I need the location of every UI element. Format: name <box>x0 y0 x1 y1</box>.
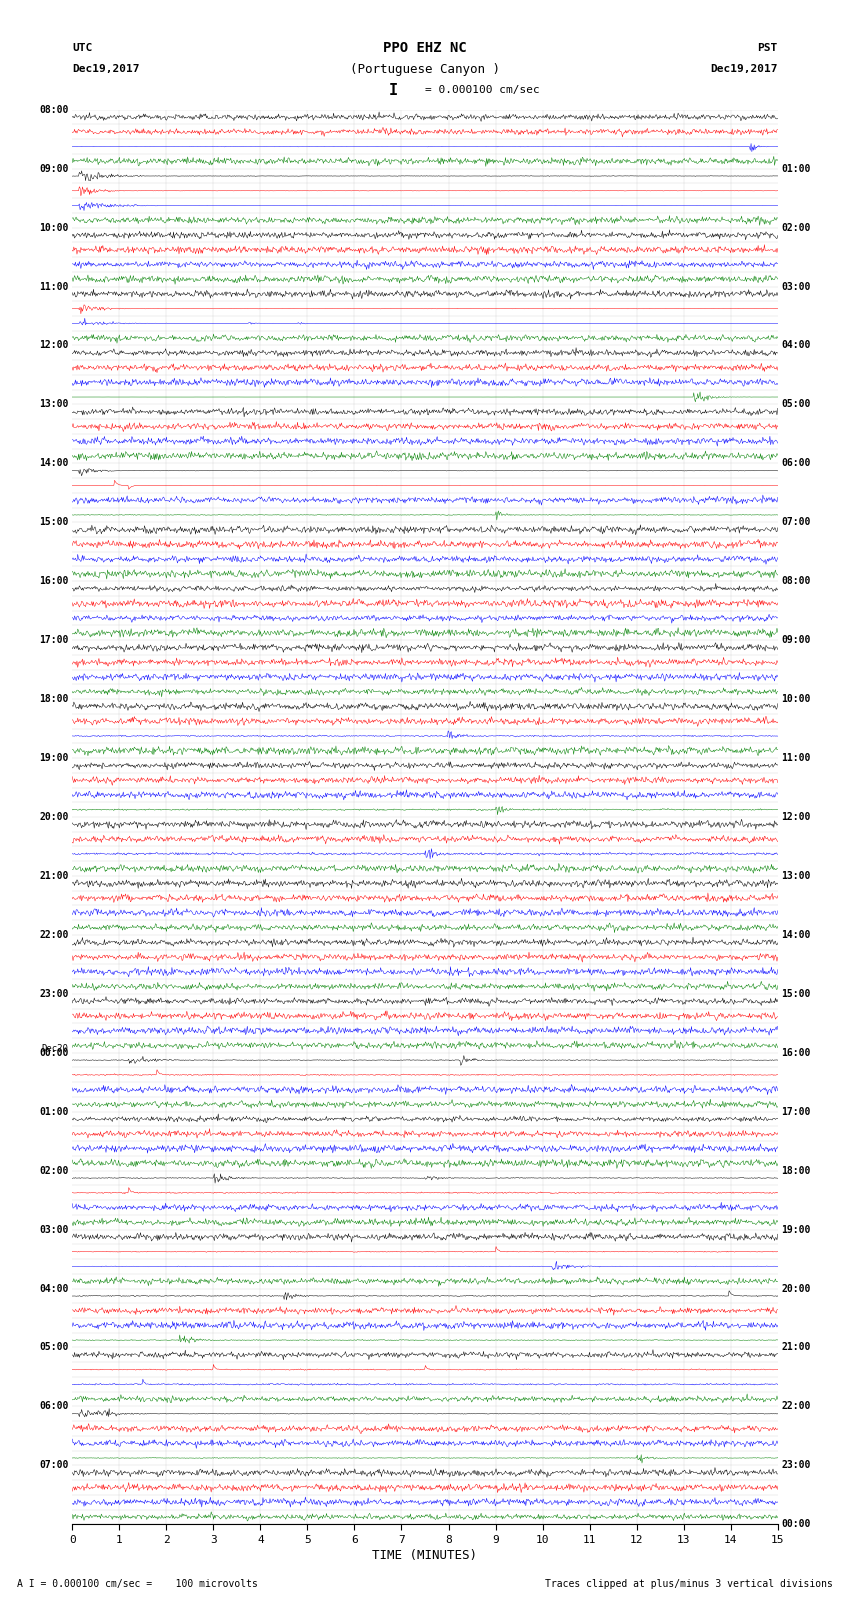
Text: 10:00: 10:00 <box>781 694 811 705</box>
Text: 20:00: 20:00 <box>781 1284 811 1294</box>
Text: 06:00: 06:00 <box>39 1402 69 1411</box>
Text: 23:00: 23:00 <box>39 989 69 998</box>
Text: Dec20: Dec20 <box>42 1044 69 1053</box>
Text: 06:00: 06:00 <box>781 458 811 468</box>
Text: 11:00: 11:00 <box>781 753 811 763</box>
Text: 12:00: 12:00 <box>39 340 69 350</box>
Text: 21:00: 21:00 <box>781 1342 811 1352</box>
X-axis label: TIME (MINUTES): TIME (MINUTES) <box>372 1548 478 1561</box>
Text: 12:00: 12:00 <box>781 811 811 823</box>
Text: UTC: UTC <box>72 44 93 53</box>
Text: 04:00: 04:00 <box>781 340 811 350</box>
Text: 03:00: 03:00 <box>781 282 811 292</box>
Text: 22:00: 22:00 <box>781 1402 811 1411</box>
Text: 16:00: 16:00 <box>39 576 69 586</box>
Text: 13:00: 13:00 <box>781 871 811 881</box>
Text: = 0.000100 cm/sec: = 0.000100 cm/sec <box>425 85 540 95</box>
Text: 21:00: 21:00 <box>39 871 69 881</box>
Text: 20:00: 20:00 <box>39 811 69 823</box>
Text: I: I <box>389 82 398 98</box>
Text: 14:00: 14:00 <box>781 929 811 940</box>
Text: (Portuguese Canyon ): (Portuguese Canyon ) <box>350 63 500 76</box>
Text: PST: PST <box>757 44 778 53</box>
Text: 02:00: 02:00 <box>39 1166 69 1176</box>
Text: 16:00: 16:00 <box>781 1048 811 1058</box>
Text: 19:00: 19:00 <box>781 1224 811 1234</box>
Text: 04:00: 04:00 <box>39 1284 69 1294</box>
Text: 15:00: 15:00 <box>781 989 811 998</box>
Text: 01:00: 01:00 <box>781 163 811 174</box>
Text: 13:00: 13:00 <box>39 400 69 410</box>
Text: 19:00: 19:00 <box>39 753 69 763</box>
Text: 23:00: 23:00 <box>781 1460 811 1471</box>
Text: 14:00: 14:00 <box>39 458 69 468</box>
Text: 00:00: 00:00 <box>39 1048 69 1058</box>
Text: Dec19,2017: Dec19,2017 <box>72 65 139 74</box>
Text: 02:00: 02:00 <box>781 223 811 232</box>
Text: 08:00: 08:00 <box>39 105 69 115</box>
Text: 22:00: 22:00 <box>39 929 69 940</box>
Text: 17:00: 17:00 <box>39 636 69 645</box>
Text: PPO EHZ NC: PPO EHZ NC <box>383 42 467 55</box>
Text: 18:00: 18:00 <box>39 694 69 705</box>
Text: 11:00: 11:00 <box>39 282 69 292</box>
Text: 10:00: 10:00 <box>39 223 69 232</box>
Text: Dec19,2017: Dec19,2017 <box>711 65 778 74</box>
Text: 18:00: 18:00 <box>781 1166 811 1176</box>
Text: 03:00: 03:00 <box>39 1224 69 1234</box>
Text: 15:00: 15:00 <box>39 518 69 527</box>
Text: 07:00: 07:00 <box>39 1460 69 1471</box>
Text: 00:00: 00:00 <box>781 1519 811 1529</box>
Text: 07:00: 07:00 <box>781 518 811 527</box>
Text: Traces clipped at plus/minus 3 vertical divisions: Traces clipped at plus/minus 3 vertical … <box>545 1579 833 1589</box>
Text: 17:00: 17:00 <box>781 1107 811 1116</box>
Text: A I = 0.000100 cm/sec =    100 microvolts: A I = 0.000100 cm/sec = 100 microvolts <box>17 1579 258 1589</box>
Text: 05:00: 05:00 <box>781 400 811 410</box>
Text: 09:00: 09:00 <box>39 163 69 174</box>
Text: 05:00: 05:00 <box>39 1342 69 1352</box>
Text: 08:00: 08:00 <box>781 576 811 586</box>
Text: 09:00: 09:00 <box>781 636 811 645</box>
Text: 01:00: 01:00 <box>39 1107 69 1116</box>
